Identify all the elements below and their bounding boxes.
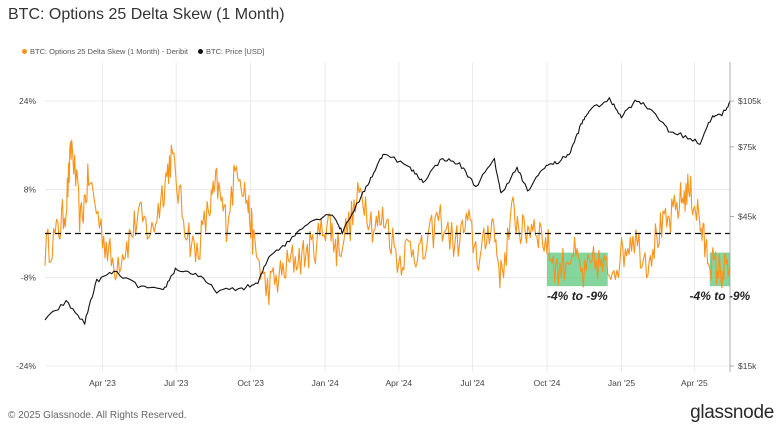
y-left-tick-label: 24% xyxy=(19,96,36,106)
series-line-price xyxy=(44,97,731,325)
y-right-tick-label: $105k xyxy=(738,96,762,106)
x-tick-label: Jan '25 xyxy=(608,378,635,388)
y-right-tick-label: $15k xyxy=(738,361,757,371)
x-tick-label: Apr '23 xyxy=(89,378,116,388)
x-tick-label: Oct '24 xyxy=(534,378,561,388)
x-tick-label: Jan '24 xyxy=(312,378,339,388)
legend-item-skew[interactable]: BTC: Options 25 Delta Skew (1 Month) - D… xyxy=(22,47,188,56)
y-left-tick-label: -24% xyxy=(16,361,36,371)
legend-label-skew: BTC: Options 25 Delta Skew (1 Month) - D… xyxy=(30,47,188,56)
legend-swatch-price xyxy=(197,49,203,54)
series-lines xyxy=(44,97,731,325)
x-tick-label: Jul '23 xyxy=(164,378,189,388)
annotation-label: -4% to -9% xyxy=(690,289,751,303)
copyright-footer: © 2025 Glassnode. All Rights Reserved. xyxy=(8,410,187,421)
axes: Apr '23 Jul '23 Oct '23 Jan '24 Apr '24 Jul '… xyxy=(16,62,762,388)
y-left-tick-label: -8% xyxy=(21,273,37,283)
chart-legend: BTC: Options 25 Delta Skew (1 Month) - D… xyxy=(22,47,264,56)
grid-lines xyxy=(45,62,730,372)
y-right-tick-label: $45k xyxy=(738,211,757,221)
glassnode-logo: glassnode xyxy=(690,402,774,423)
x-tick-label: Apr '25 xyxy=(681,378,708,388)
x-tick-label: Apr '24 xyxy=(385,378,412,388)
legend-item-price[interactable]: BTC: Price [USD] xyxy=(197,47,265,56)
x-tick-label: Oct '23 xyxy=(237,378,264,388)
y-left-tick-label: 8% xyxy=(24,184,37,194)
chart-title: BTC: Options 25 Delta Skew (1 Month) xyxy=(8,6,285,23)
annotation-label: -4% to -9% xyxy=(547,289,608,303)
x-tick-label: Jul '24 xyxy=(460,378,485,388)
legend-label-price: BTC: Price [USD] xyxy=(205,47,265,56)
series-line-skew xyxy=(44,139,731,306)
legend-swatch-skew xyxy=(22,49,27,54)
y-right-tick-label: $75k xyxy=(738,142,757,152)
